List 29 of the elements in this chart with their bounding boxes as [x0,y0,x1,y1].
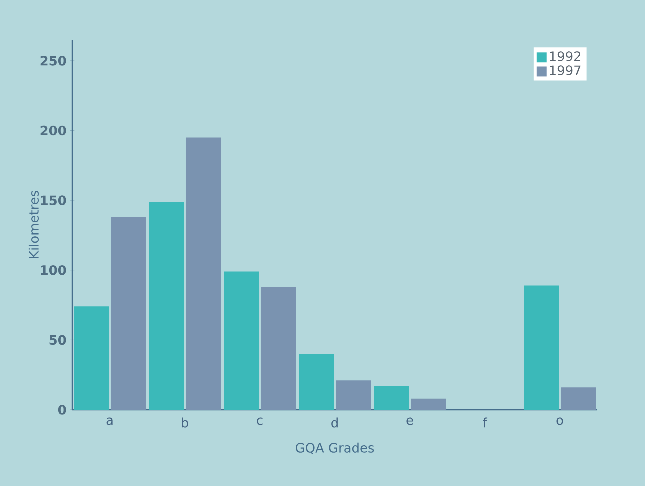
y-axis-title: Kilometres [28,191,39,258]
bar [561,388,596,410]
y-tick-label: 150 [41,196,66,206]
bar [110,217,146,410]
legend-label: 1997 [550,66,581,76]
x-axis-title: GQA Grades [296,442,374,454]
x-tick-label: a [106,418,113,426]
y-tick-label: 50 [50,335,66,346]
bar [149,202,184,410]
y-tick-label: 250 [40,56,66,66]
bar [186,138,221,410]
legend-label: 1992 [550,52,581,62]
y-tick-label: 100 [41,265,66,276]
bar [74,306,110,410]
x-tick-label: e [406,418,414,426]
y-tick-label: 0 [58,405,66,415]
x-tick-label: f [483,418,488,428]
x-tick-label: d [332,418,338,428]
x-tick-label: b [182,418,188,428]
x-tick-label: c [257,418,263,426]
bar [336,380,371,410]
bar [299,354,334,410]
bar [374,386,410,410]
y-tick-label: 200 [40,126,66,136]
bar [411,398,446,410]
x-tick-label: o [556,418,564,426]
bar [261,287,296,410]
bar [524,286,560,410]
bar [224,272,260,410]
